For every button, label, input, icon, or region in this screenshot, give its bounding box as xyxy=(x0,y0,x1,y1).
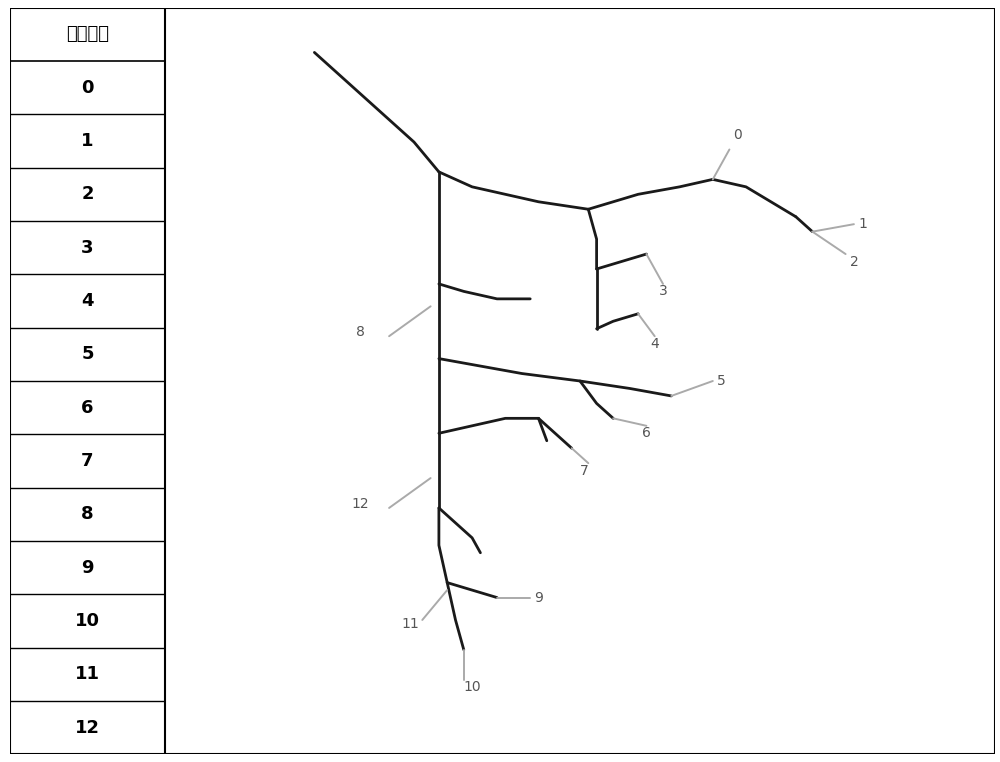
Text: 0: 0 xyxy=(81,78,94,97)
Text: 9: 9 xyxy=(81,559,94,577)
Text: 2: 2 xyxy=(81,185,94,203)
Text: 4: 4 xyxy=(651,337,659,351)
Text: 0: 0 xyxy=(734,127,742,142)
Text: 8: 8 xyxy=(356,325,365,339)
Text: 5: 5 xyxy=(81,345,94,363)
Text: 5: 5 xyxy=(717,374,726,388)
Text: 12: 12 xyxy=(352,498,369,511)
Text: 2: 2 xyxy=(850,255,858,268)
Text: 7: 7 xyxy=(580,463,589,478)
Text: 8: 8 xyxy=(81,505,94,523)
Text: 11: 11 xyxy=(75,665,100,684)
Text: 11: 11 xyxy=(402,616,419,631)
Text: 4: 4 xyxy=(81,292,94,310)
Text: 7: 7 xyxy=(81,452,94,470)
Text: 12: 12 xyxy=(75,719,100,737)
Text: 3: 3 xyxy=(81,239,94,257)
Text: 1: 1 xyxy=(858,217,867,231)
Text: 10: 10 xyxy=(464,680,481,694)
Text: 10: 10 xyxy=(75,612,100,630)
Text: 6: 6 xyxy=(81,399,94,417)
Text: 3: 3 xyxy=(659,284,668,299)
Text: 血管列表: 血管列表 xyxy=(66,25,109,43)
Text: 1: 1 xyxy=(81,132,94,150)
Text: 9: 9 xyxy=(534,591,543,604)
Text: 6: 6 xyxy=(642,426,651,440)
